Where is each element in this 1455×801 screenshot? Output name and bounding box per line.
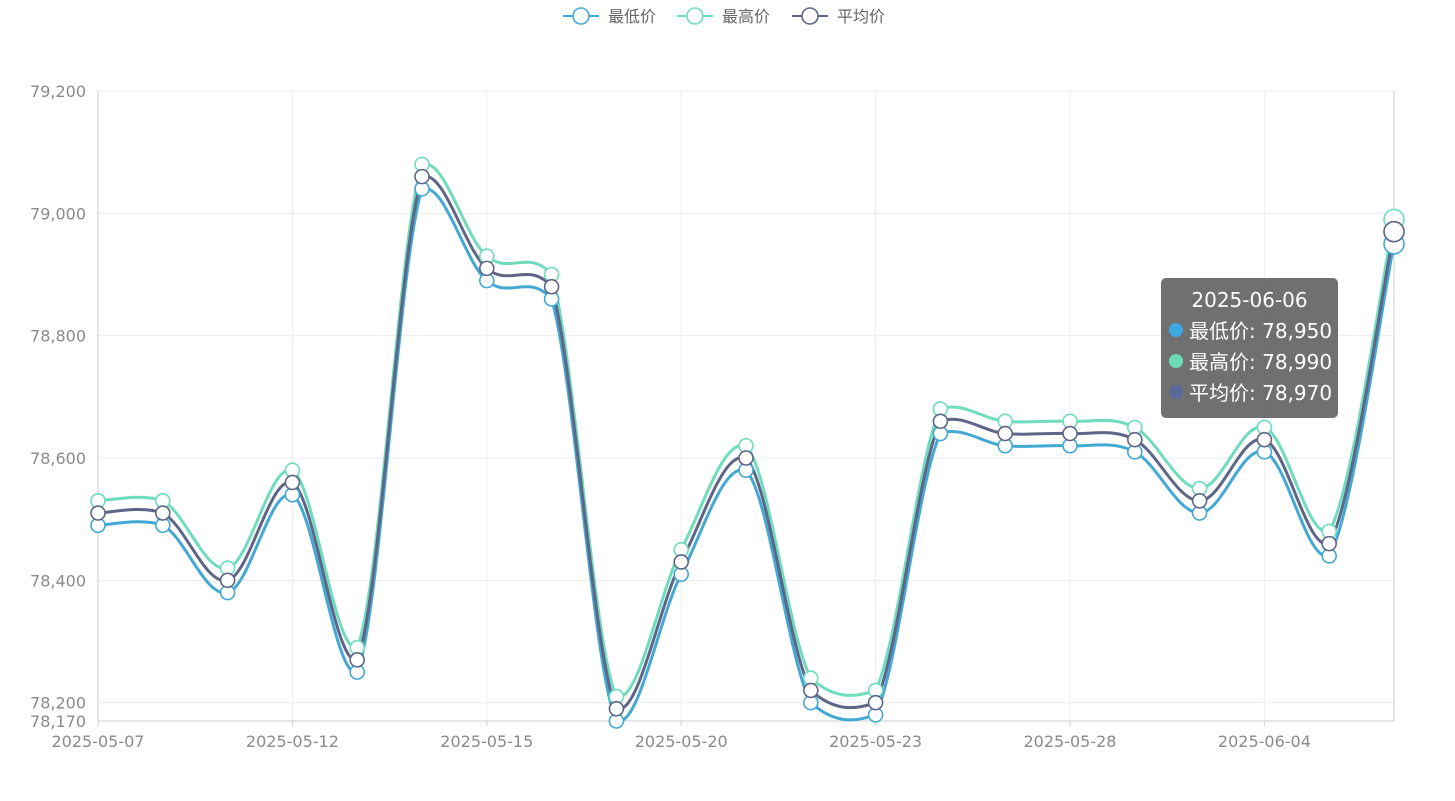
series-3-point xyxy=(932,413,949,430)
series-3-point xyxy=(738,450,754,466)
series-3-point xyxy=(673,554,690,570)
tooltip-row-avg: 平均价: 78,970 xyxy=(1169,376,1333,407)
y-tick-label: 78,400 xyxy=(30,571,86,590)
y-tick-label: 78,200 xyxy=(30,694,86,713)
y-tick-label: 78,800 xyxy=(30,327,86,346)
series-line-2 xyxy=(97,162,1396,699)
tooltip-text-min: 最低价: 78,950 xyxy=(1189,319,1333,343)
series-3-point xyxy=(349,652,366,668)
series-3-point xyxy=(1191,493,1208,509)
tooltip-dot-avg xyxy=(1169,384,1183,399)
tooltip-title: 2025-06-06 xyxy=(1191,288,1308,312)
series-3-point xyxy=(1321,535,1337,552)
tooltip-text-max: 最高价: 78,990 xyxy=(1189,350,1333,374)
legend[interactable]: 最低价 最高价 平均价 xyxy=(563,7,885,26)
series-3-point xyxy=(802,682,819,699)
legend-marker-icon xyxy=(801,7,819,25)
x-tick-label: 2025-05-07 xyxy=(52,732,145,751)
y-tick-label: 79,200 xyxy=(30,82,86,101)
legend-label: 最低价 xyxy=(608,7,656,26)
y-axis-tick-labels: 79,200 79,000 78,800 78,600 78,400 78,20078,1… xyxy=(30,82,86,731)
series-3-point xyxy=(1383,220,1405,243)
series-3-point xyxy=(414,168,430,185)
series-3-point xyxy=(219,572,236,589)
series-3-point xyxy=(1256,431,1273,448)
x-tick-label: 2025-05-20 xyxy=(635,732,728,751)
series-3-point xyxy=(543,278,560,295)
tooltip-dot-max xyxy=(1169,353,1183,368)
y-tick-label: 79,000 xyxy=(30,204,86,223)
x-tick-label: 2025-05-12 xyxy=(246,732,339,751)
series-3-point xyxy=(608,700,625,717)
tooltip-row-min: 最低价: 78,950 xyxy=(1169,314,1333,345)
series-line-3 xyxy=(97,174,1396,711)
series-3-point xyxy=(867,694,884,711)
tooltip-row-max: 最高价: 78,990 xyxy=(1169,345,1333,376)
tooltip-text-avg: 平均价: 78,970 xyxy=(1189,381,1333,405)
y-tick-label: 78,600 xyxy=(30,449,86,468)
x-tick-label: 2025-06-04 xyxy=(1218,732,1311,751)
series-lines xyxy=(90,156,1405,729)
series-3-point xyxy=(1062,425,1078,442)
x-axis-tick-labels: 2025-05-07 2025-05-12 2025-05-15 2025-05-20… xyxy=(52,732,1311,751)
series-3-point xyxy=(478,260,495,277)
y-tick-label: 78,170 xyxy=(30,712,86,731)
tooltip: 2025-06-06 最低价: 78,950 最高价: 78,990 平均价: … xyxy=(1161,278,1338,418)
series-3-point xyxy=(155,505,171,521)
tooltip-dot-min xyxy=(1169,322,1183,337)
grid-lines xyxy=(98,90,1394,721)
series-3-point xyxy=(90,505,106,521)
x-tick-label: 2025-05-15 xyxy=(440,732,533,751)
series-3-point xyxy=(284,474,301,491)
legend-marker-icon xyxy=(686,7,704,25)
series-3-point xyxy=(1127,431,1143,448)
series-3-point xyxy=(997,425,1014,442)
series-line-1 xyxy=(97,187,1396,723)
legend-label: 最高价 xyxy=(722,7,770,26)
legend-item-3[interactable]: 平均价 xyxy=(792,7,885,26)
x-tick-label: 2025-05-28 xyxy=(1024,732,1117,751)
legend-item-2[interactable]: 最高价 xyxy=(677,7,770,26)
legend-label: 平均价 xyxy=(837,7,885,26)
axes xyxy=(97,91,1395,726)
legend-marker-icon xyxy=(572,7,590,25)
x-tick-label: 2025-05-23 xyxy=(829,732,922,751)
legend-item-1[interactable]: 最低价 xyxy=(563,7,656,26)
